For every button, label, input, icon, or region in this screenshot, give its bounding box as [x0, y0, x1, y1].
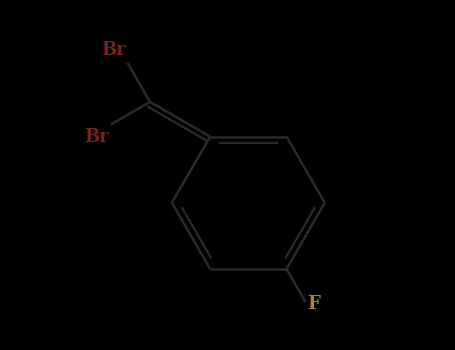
- Text: Br: Br: [85, 128, 109, 146]
- Text: F: F: [308, 295, 320, 313]
- Text: Br: Br: [101, 41, 126, 60]
